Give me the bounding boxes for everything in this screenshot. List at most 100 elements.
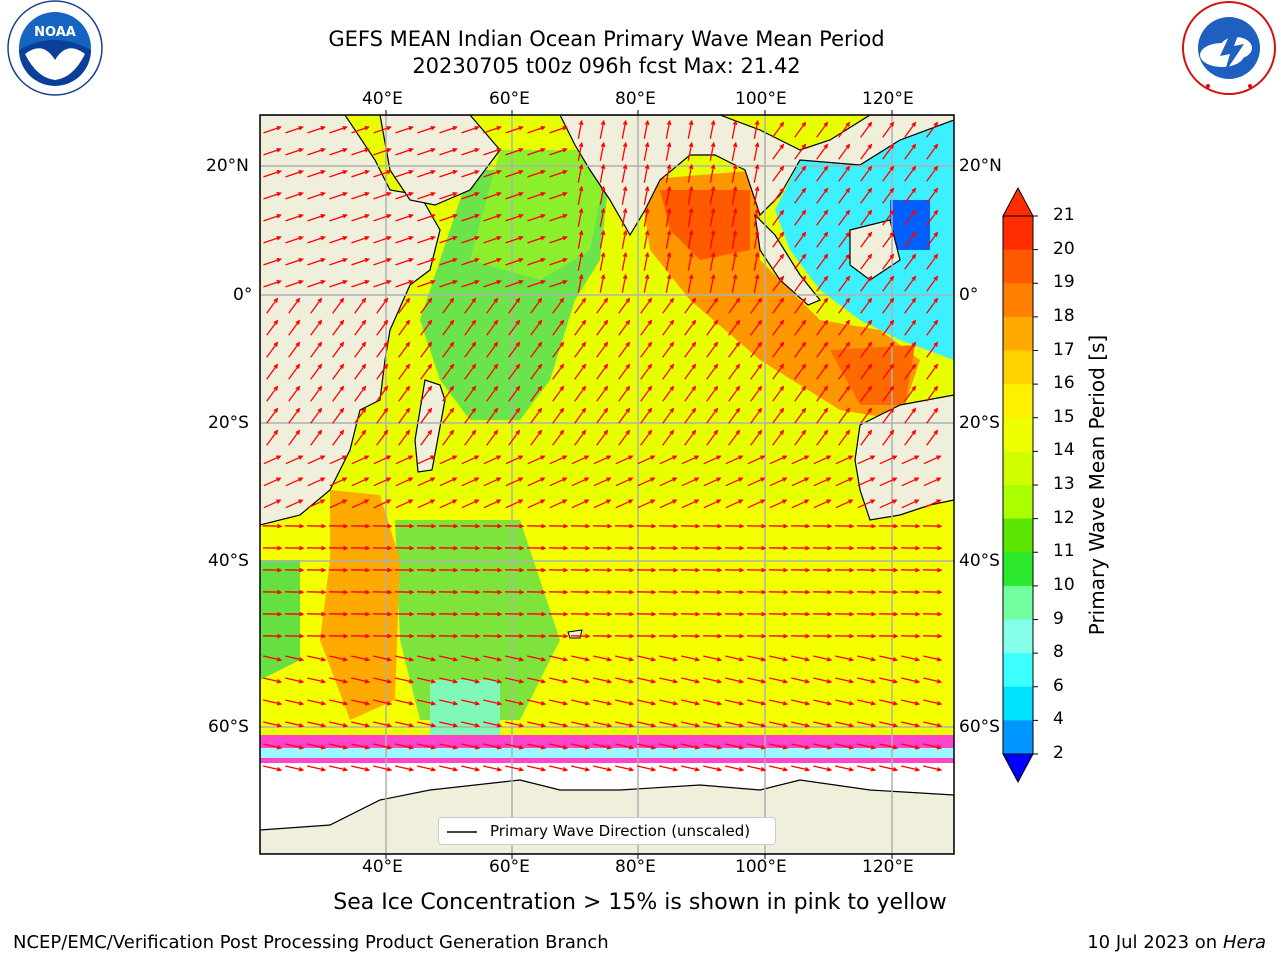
wave-arrow-head (738, 499, 744, 504)
wave-arrow-head (427, 341, 433, 347)
wave-arrow (703, 655, 721, 661)
wave-arrow (263, 148, 281, 156)
wave-arrow-head (515, 429, 521, 435)
colorbar-segment (1003, 384, 1033, 419)
wave-arrow-head (694, 700, 701, 706)
colorbar (1002, 186, 1038, 784)
wave-arrow (263, 677, 281, 683)
wave-arrow-head (644, 141, 650, 148)
wave-arrow-head (622, 141, 628, 148)
wave-arrow (643, 121, 649, 139)
wave-arrow (417, 477, 435, 487)
wave-arrow (879, 743, 897, 749)
wave-arrow (725, 743, 743, 749)
wave-arrow (505, 280, 523, 288)
wave-arrow-head (713, 319, 719, 325)
wave-arrow (618, 386, 630, 402)
wave-arrow-head (669, 297, 675, 303)
wave-arrow-head (581, 385, 587, 391)
wave-arrow-head (688, 273, 694, 280)
wave-arrow (813, 743, 831, 749)
wave-arrow-head (364, 766, 371, 772)
wave-arrow (332, 408, 344, 424)
wave-arrow (263, 192, 281, 200)
wave-arrow-head (342, 744, 349, 750)
wave-arrow (307, 455, 325, 465)
wave-arrow-head (276, 235, 282, 241)
wave-arrow (926, 188, 938, 204)
wave-arrow (530, 408, 542, 424)
wave-arrow (461, 192, 479, 200)
wave-arrow-head (826, 678, 833, 684)
wave-arrow-head (914, 700, 921, 706)
wave-arrow-head (386, 722, 393, 728)
wave-arrow (549, 258, 567, 266)
wave-arrow (530, 298, 542, 314)
wave-arrow-head (651, 633, 657, 639)
wave-arrow (640, 430, 652, 446)
wave-arrow-head (936, 477, 942, 482)
wave-arrow-head (452, 235, 458, 241)
wave-arrow (901, 477, 919, 487)
wave-arrow-head (933, 385, 939, 391)
wave-arrow-head (408, 125, 414, 131)
wave-arrow (926, 210, 938, 226)
wave-arrow-head (562, 169, 568, 175)
wave-arrow-head (717, 633, 723, 639)
wave-arrow-head (870, 499, 876, 504)
wave-arrow (725, 455, 743, 465)
wave-arrow-head (496, 744, 503, 750)
wave-direction-arrows (262, 119, 943, 772)
wave-arrow-head (738, 477, 744, 482)
wave-arrow-head (320, 169, 326, 175)
wave-arrow (813, 477, 831, 487)
wave-arrow-head (541, 589, 547, 595)
wave-arrow-head (364, 744, 371, 750)
wave-arrow (464, 342, 476, 358)
wave-arrow (351, 170, 369, 178)
wave-arrow-head (823, 341, 829, 347)
wave-arrow (288, 386, 300, 402)
wave-arrow-head (650, 722, 657, 728)
wave-arrow (354, 320, 366, 336)
wave-arrow (351, 214, 369, 222)
wave-arrow (643, 275, 649, 293)
wave-arrow-head (497, 611, 503, 617)
wave-arrow-head (606, 744, 613, 750)
wave-arrow-head (386, 477, 392, 482)
wave-arrow-head (889, 121, 895, 127)
wave-arrow-head (804, 766, 811, 772)
wave-arrow-head (387, 611, 393, 617)
wave-arrow-head (606, 678, 613, 684)
wave-arrow (417, 455, 435, 465)
wave-arrow-head (493, 385, 499, 391)
wave-arrow-head (452, 169, 458, 175)
wave-arrow-head (277, 523, 283, 529)
wave-arrow (310, 386, 322, 402)
wave-arrow-head (673, 611, 679, 617)
wave-arrow-head (277, 633, 283, 639)
wave-arrow-head (496, 656, 503, 662)
wave-arrow-head (889, 319, 895, 325)
wave-arrow-head (518, 235, 524, 241)
wave-arrow-head (320, 257, 326, 263)
wave-arrow-head (779, 385, 785, 391)
wave-arrow-head (936, 455, 942, 460)
wave-arrow-head (754, 251, 760, 258)
wave-arrow (332, 364, 344, 380)
wave-arrow-head (779, 297, 785, 303)
wave-arrow (373, 192, 391, 200)
wave-arrow-head (365, 611, 371, 617)
wave-arrow-head (343, 589, 349, 595)
wave-arrow-head (581, 319, 587, 325)
wave-arrow-head (672, 722, 679, 728)
wave-arrow-head (559, 341, 565, 347)
wave-arrow (904, 408, 916, 424)
map-subtitle: 20230705 t00z 096h fcst Max: 21.42 (412, 54, 801, 78)
wave-arrow-head (430, 766, 437, 772)
wave-arrow-head (320, 147, 326, 153)
map-legend: Primary Wave Direction (unscaled) (438, 817, 776, 845)
wave-arrow-head (562, 678, 569, 684)
wave-arrow (665, 209, 671, 227)
wave-arrow (772, 188, 784, 204)
